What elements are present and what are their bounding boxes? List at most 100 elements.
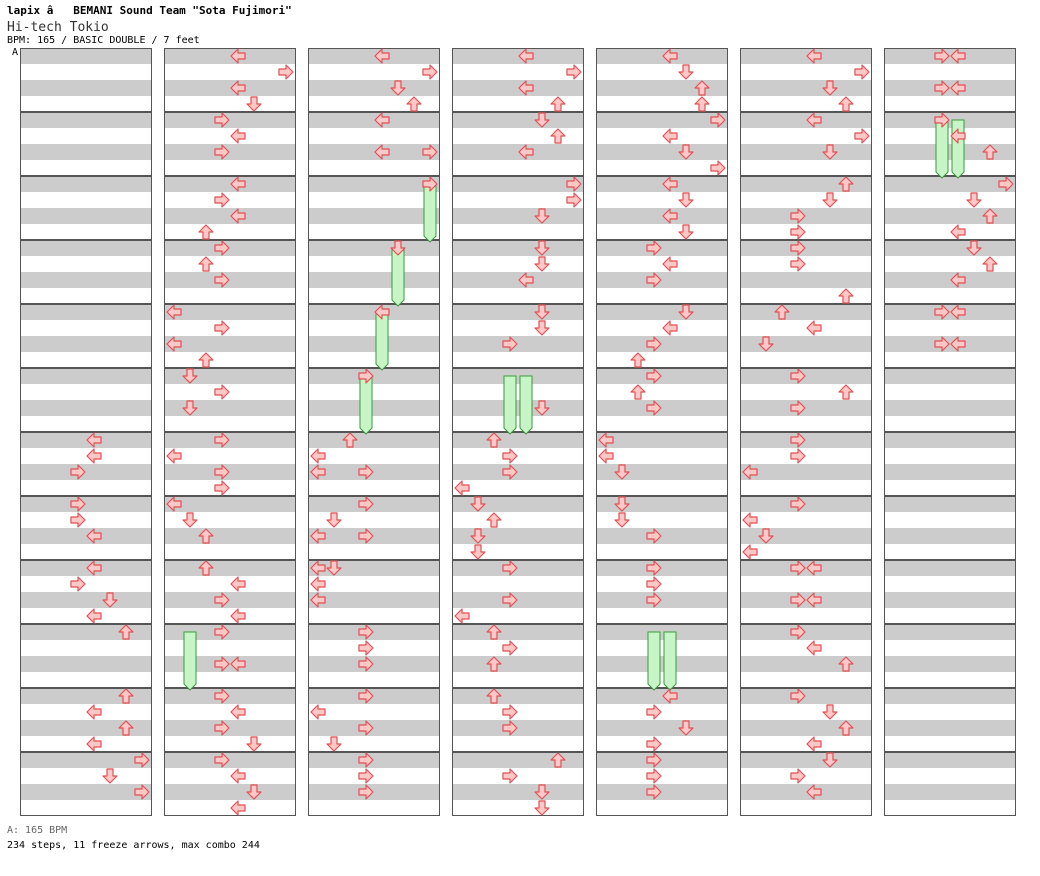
beat-stripe	[452, 128, 584, 144]
step-arrow-up	[486, 512, 502, 528]
beat-stripe	[740, 48, 872, 64]
beat-stripe	[164, 336, 296, 352]
beat-stripe	[164, 384, 296, 400]
step-arrow-right	[502, 560, 518, 576]
beat-stripe	[884, 96, 1016, 112]
measure-box	[596, 368, 728, 432]
measure-box	[596, 304, 728, 368]
beat-stripe	[308, 720, 440, 736]
step-arrow-up	[550, 96, 566, 112]
step-arrow-right	[214, 480, 230, 496]
step-arrow-right	[214, 688, 230, 704]
beat-stripe	[596, 544, 728, 560]
beat-stripe	[20, 576, 152, 592]
beat-stripe	[20, 320, 152, 336]
beat-stripe	[740, 320, 872, 336]
step-arrow-right	[646, 528, 662, 544]
beat-stripe	[740, 432, 872, 448]
step-arrow-right	[214, 320, 230, 336]
step-arrow-left	[310, 704, 326, 720]
beat-stripe	[164, 688, 296, 704]
step-arrow-right	[358, 656, 374, 672]
beat-stripe	[452, 208, 584, 224]
step-arrow-left	[374, 48, 390, 64]
measure-box	[596, 752, 728, 816]
step-arrow-up	[838, 384, 854, 400]
step-arrow-up	[838, 656, 854, 672]
chart-background	[20, 48, 1016, 816]
beat-stripe	[740, 656, 872, 672]
measure-box	[596, 432, 728, 496]
beat-stripe	[740, 288, 872, 304]
beat-stripe	[20, 80, 152, 96]
beat-stripe	[740, 336, 872, 352]
song-title: Hi-tech Tokio	[7, 20, 109, 35]
beat-stripe	[20, 512, 152, 528]
step-arrow-down	[534, 256, 550, 272]
measure-box	[740, 368, 872, 432]
measure-box	[164, 560, 296, 624]
beat-stripe	[20, 752, 152, 768]
beat-stripe	[20, 272, 152, 288]
beat-stripe	[164, 80, 296, 96]
beat-stripe	[740, 128, 872, 144]
beat-stripe	[740, 480, 872, 496]
beat-stripe	[164, 704, 296, 720]
step-arrow-down	[822, 752, 838, 768]
step-arrow-left	[806, 784, 822, 800]
step-arrow-right	[502, 720, 518, 736]
beat-stripe	[308, 656, 440, 672]
measure-box	[740, 176, 872, 240]
measure-box	[20, 496, 152, 560]
measure-box	[20, 624, 152, 688]
measure-box	[884, 624, 1016, 688]
measure-box	[452, 688, 584, 752]
beat-stripe	[452, 496, 584, 512]
step-arrow-right	[790, 768, 806, 784]
beat-stripe	[740, 256, 872, 272]
beat-stripe	[20, 448, 152, 464]
beat-stripe	[740, 528, 872, 544]
beat-stripe	[452, 320, 584, 336]
measure-box	[740, 304, 872, 368]
step-arrow-right	[790, 560, 806, 576]
beat-stripe	[884, 304, 1016, 320]
measure-box	[884, 560, 1016, 624]
freeze-arrow	[503, 375, 517, 435]
measure-box	[740, 496, 872, 560]
step-arrow-left	[662, 208, 678, 224]
beat-stripe	[596, 752, 728, 768]
beat-stripe	[164, 496, 296, 512]
beat-stripe	[20, 464, 152, 480]
beat-stripe	[164, 480, 296, 496]
beat-stripe	[20, 656, 152, 672]
measure-box	[20, 752, 152, 816]
step-arrow-left	[230, 704, 246, 720]
step-arrow-down	[102, 592, 118, 608]
beat-stripe	[20, 256, 152, 272]
step-arrow-right	[646, 560, 662, 576]
beat-stripe	[596, 336, 728, 352]
beat-stripe	[596, 656, 728, 672]
beat-stripe	[884, 224, 1016, 240]
step-arrow-right	[214, 624, 230, 640]
beat-stripe	[596, 432, 728, 448]
beat-stripe	[596, 352, 728, 368]
step-arrow-down	[966, 192, 982, 208]
step-arrow-up	[406, 96, 422, 112]
step-arrow-right	[358, 640, 374, 656]
step-arrow-right	[646, 368, 662, 384]
measure-box	[884, 688, 1016, 752]
beat-stripe	[308, 368, 440, 384]
measure-box	[308, 688, 440, 752]
measure-box	[452, 624, 584, 688]
beat-stripe	[740, 400, 872, 416]
measure-box	[164, 688, 296, 752]
beat-stripe	[308, 768, 440, 784]
step-arrow-right	[646, 752, 662, 768]
step-arrow-right	[358, 784, 374, 800]
step-arrow-right	[502, 640, 518, 656]
beat-stripe	[596, 640, 728, 656]
beat-stripe	[884, 112, 1016, 128]
beat-stripe	[308, 192, 440, 208]
